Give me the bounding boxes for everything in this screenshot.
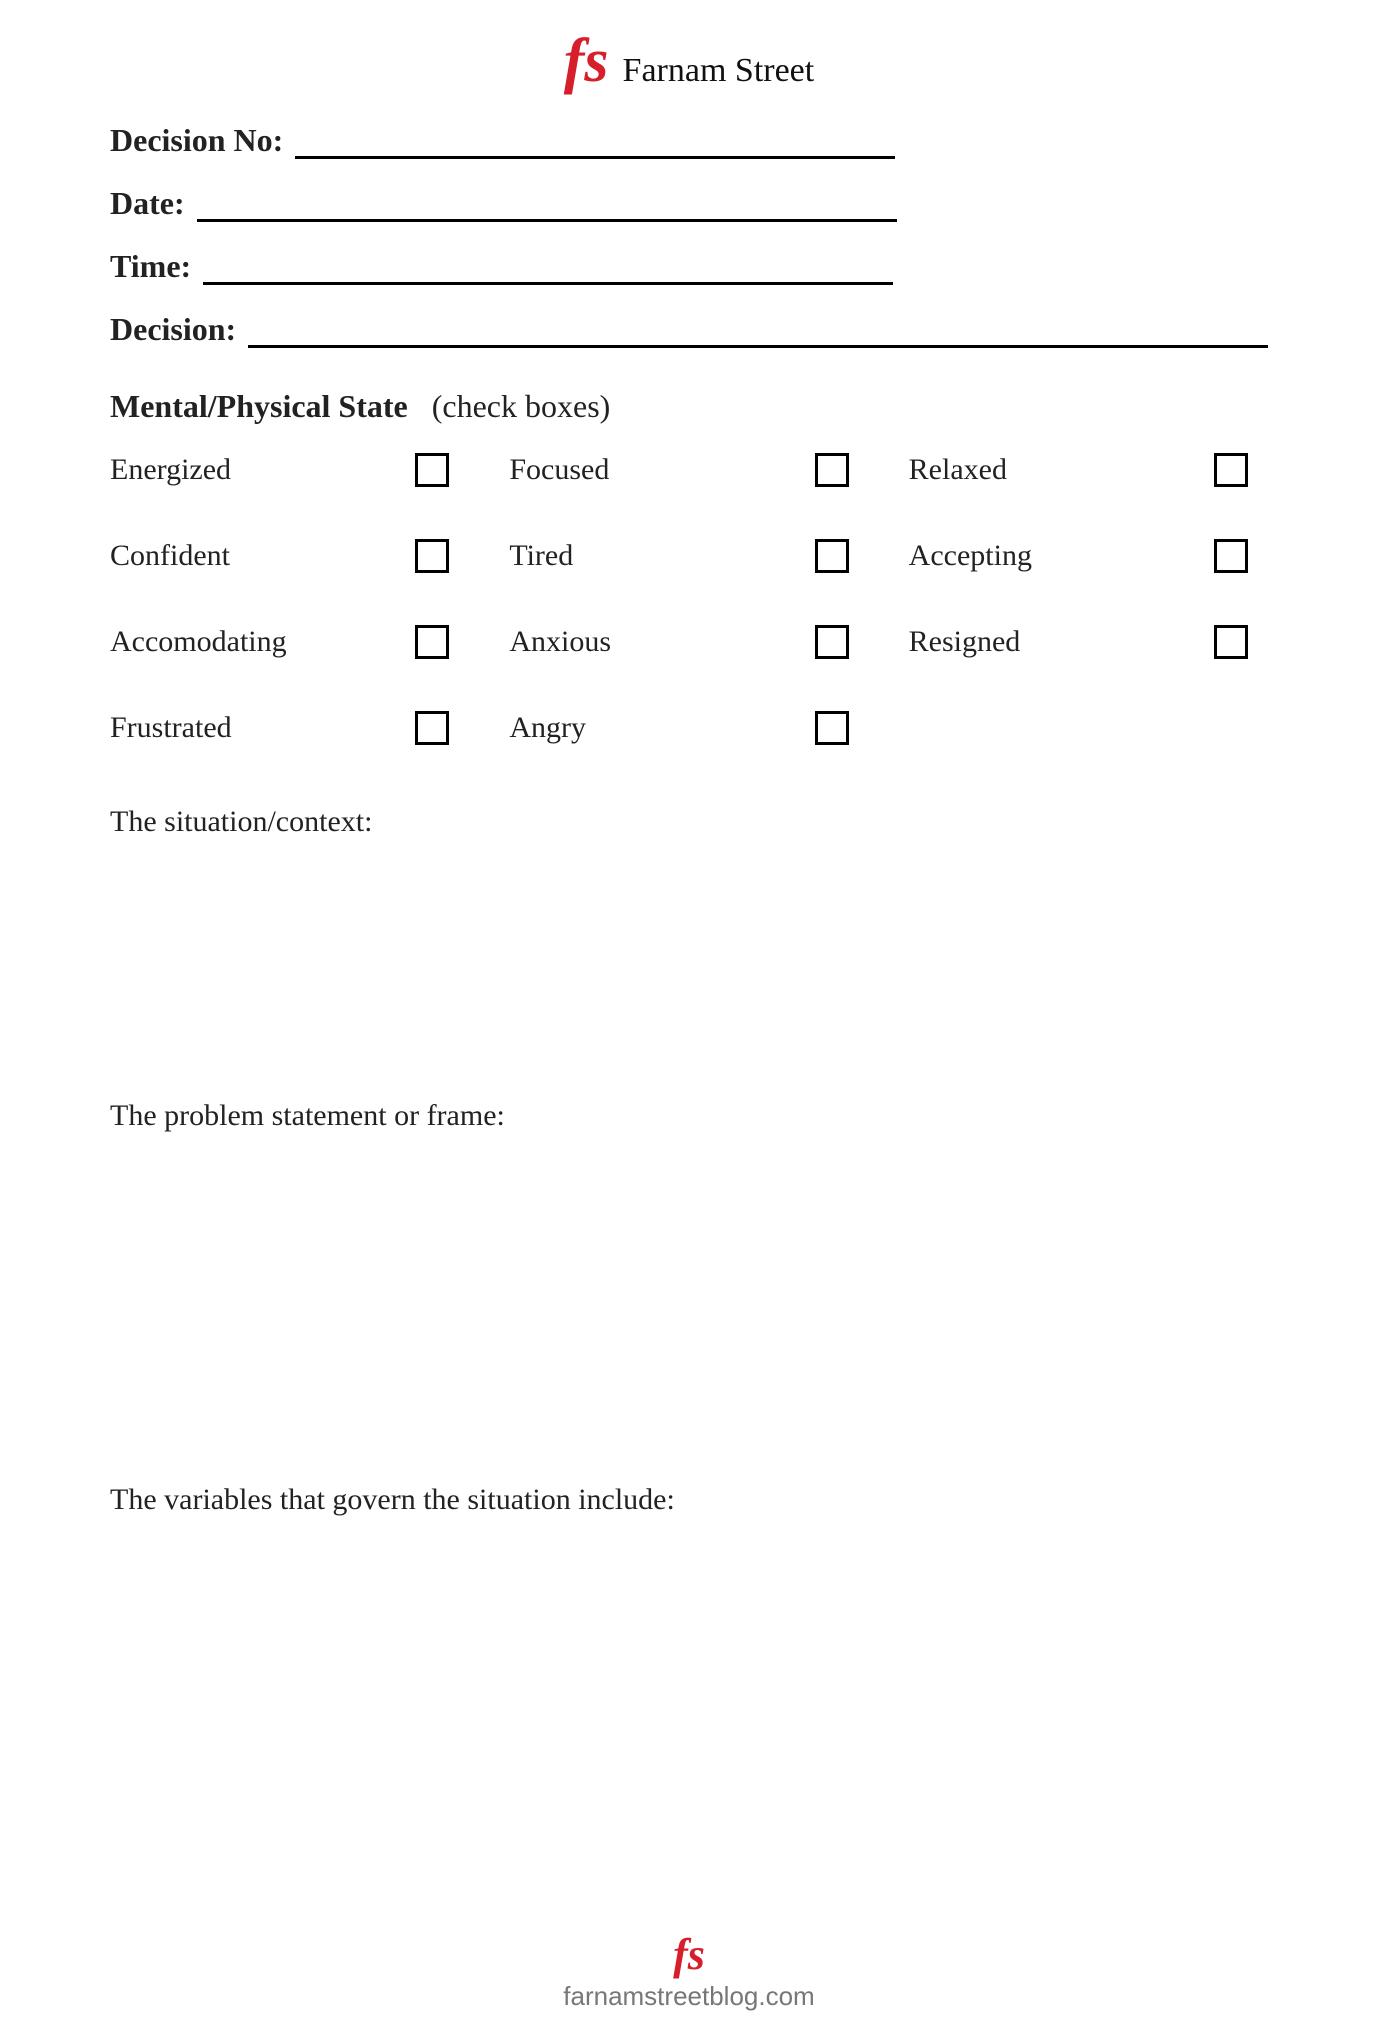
state-item-accomodating: Accomodating <box>110 625 469 659</box>
state-label: Focused <box>509 453 814 487</box>
state-item-tired: Tired <box>509 539 868 573</box>
input-time[interactable] <box>203 253 893 285</box>
label-date: Date: <box>110 185 185 222</box>
label-decision: Decision: <box>110 311 236 348</box>
header: fs Farnam Street <box>110 30 1268 92</box>
state-checkbox-grid: Energized Focused Relaxed Confident Tire… <box>110 453 1268 745</box>
checkbox-energized[interactable] <box>415 453 449 487</box>
input-decision[interactable] <box>248 316 1268 348</box>
state-item-relaxed: Relaxed <box>909 453 1268 487</box>
label-time: Time: <box>110 248 191 285</box>
checkbox-confident[interactable] <box>415 539 449 573</box>
state-title-text: Mental/Physical State <box>110 388 408 424</box>
prompt-variables: The variables that govern the situation … <box>110 1483 1268 1517</box>
checkbox-anxious[interactable] <box>815 625 849 659</box>
label-decision-no: Decision No: <box>110 122 283 159</box>
input-decision-no[interactable] <box>295 127 895 159</box>
state-item-angry: Angry <box>509 711 868 745</box>
brand: fs Farnam Street <box>564 30 814 92</box>
prompt-problem: The problem statement or frame: <box>110 1099 1268 1133</box>
state-label: Frustrated <box>110 711 415 745</box>
checkbox-tired[interactable] <box>815 539 849 573</box>
checkbox-focused[interactable] <box>815 453 849 487</box>
state-label: Relaxed <box>909 453 1214 487</box>
state-item-accepting: Accepting <box>909 539 1268 573</box>
decision-journal-page: fs Farnam Street Decision No: Date: Time… <box>0 0 1378 2042</box>
state-label: Accomodating <box>110 625 415 659</box>
state-label: Accepting <box>909 539 1214 573</box>
writing-area-situation[interactable] <box>110 839 1268 1079</box>
state-label: Resigned <box>909 625 1214 659</box>
field-date: Date: <box>110 185 1268 222</box>
footer-url: farnamstreetblog.com <box>0 1981 1378 2012</box>
state-label: Tired <box>509 539 814 573</box>
checkbox-resigned[interactable] <box>1214 625 1248 659</box>
state-label: Confident <box>110 539 415 573</box>
writing-area-problem[interactable] <box>110 1133 1268 1463</box>
footer-logo: fs <box>0 1933 1378 1977</box>
checkbox-angry[interactable] <box>815 711 849 745</box>
brand-logo: fs <box>564 30 609 92</box>
state-label: Energized <box>110 453 415 487</box>
field-time: Time: <box>110 248 1268 285</box>
checkbox-frustrated[interactable] <box>415 711 449 745</box>
state-item-energized: Energized <box>110 453 469 487</box>
checkbox-accepting[interactable] <box>1214 539 1248 573</box>
state-label: Anxious <box>509 625 814 659</box>
state-item-resigned: Resigned <box>909 625 1268 659</box>
brand-name: Farnam Street <box>623 52 815 90</box>
state-title-hint: (check boxes) <box>432 388 611 424</box>
writing-area-variables[interactable] <box>110 1517 1268 1757</box>
checkbox-accomodating[interactable] <box>415 625 449 659</box>
input-date[interactable] <box>197 190 897 222</box>
field-decision: Decision: <box>110 311 1268 348</box>
state-item-anxious: Anxious <box>509 625 868 659</box>
checkbox-relaxed[interactable] <box>1214 453 1248 487</box>
state-section-title: Mental/Physical State (check boxes) <box>110 388 1268 425</box>
state-item-frustrated: Frustrated <box>110 711 469 745</box>
state-label: Angry <box>509 711 814 745</box>
footer: fs farnamstreetblog.com <box>0 1933 1378 2012</box>
field-decision-no: Decision No: <box>110 122 1268 159</box>
state-item-focused: Focused <box>509 453 868 487</box>
prompt-situation: The situation/context: <box>110 805 1268 839</box>
state-item-confident: Confident <box>110 539 469 573</box>
